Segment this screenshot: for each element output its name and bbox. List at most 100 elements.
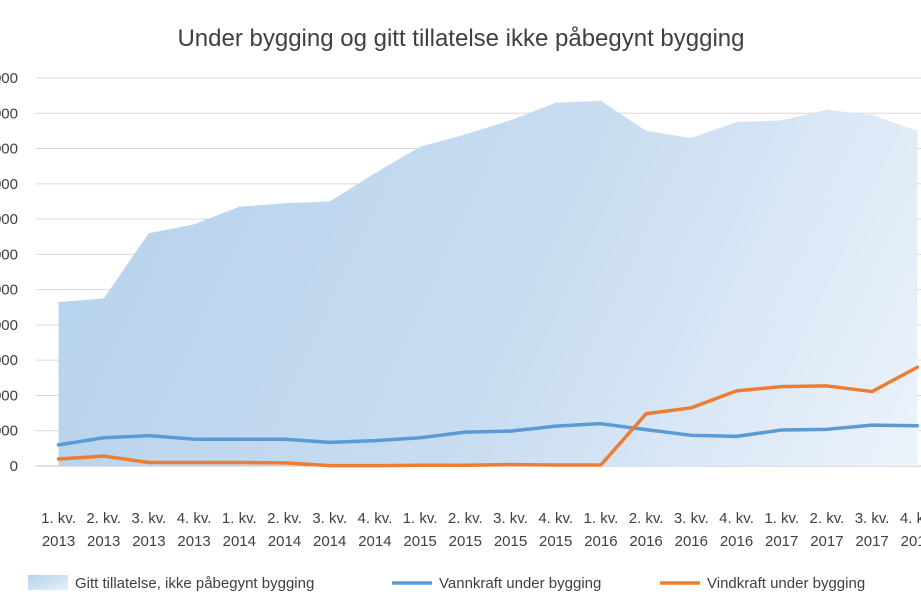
x-tick-label: 4. kv. 2015 bbox=[538, 510, 573, 550]
line-point bbox=[283, 437, 286, 441]
x-tick-year: 2015 bbox=[449, 533, 482, 550]
line-point bbox=[554, 424, 557, 428]
area-point bbox=[238, 206, 240, 208]
x-tick-year: 2014 bbox=[268, 533, 301, 550]
area-point bbox=[645, 130, 647, 132]
area-point bbox=[916, 130, 918, 132]
x-tick-quarter: 4. kv. bbox=[358, 510, 393, 527]
line-point bbox=[238, 461, 241, 464]
x-tick-year: 2017 bbox=[855, 533, 888, 550]
line-series-layer bbox=[56, 365, 920, 468]
y-tick-label: 000 bbox=[0, 70, 18, 87]
x-tick-label: 1. kv. 2014 bbox=[222, 510, 257, 550]
x-tick-quarter: 1. kv. bbox=[222, 510, 257, 527]
x-tick-year: 2014 bbox=[358, 533, 391, 550]
line-point bbox=[238, 437, 241, 441]
area-point bbox=[103, 297, 105, 299]
area-point bbox=[600, 100, 602, 102]
x-tick-label: 3. kv. 2014 bbox=[312, 510, 347, 550]
x-tick-quarter: 3. kv. bbox=[132, 510, 167, 527]
x-tick-label: 2. kv. 2013 bbox=[86, 510, 121, 550]
line-point bbox=[373, 439, 377, 442]
legend-item: Gitt tillatelse, ikke påbegynt bygging bbox=[28, 575, 314, 592]
legend-label: Vindkraft under bygging bbox=[707, 575, 865, 592]
line-point bbox=[644, 428, 648, 431]
y-tick-label: 000 bbox=[0, 282, 18, 299]
y-tick-label: 000 bbox=[0, 352, 18, 369]
y-tick-label: 000 bbox=[0, 141, 18, 158]
x-tick-label: 4. kv. 2013 bbox=[177, 510, 212, 550]
line-point bbox=[418, 436, 422, 439]
area-point bbox=[284, 202, 285, 204]
x-tick-quarter: 1. kv. bbox=[403, 510, 438, 527]
legend-label: Gitt tillatelse, ikke påbegynt bygging bbox=[75, 575, 314, 592]
x-tick-year: 2013 bbox=[87, 533, 120, 550]
line-point bbox=[916, 366, 919, 369]
area-series-layer bbox=[58, 100, 918, 466]
area-point bbox=[193, 223, 195, 225]
line-point bbox=[599, 463, 603, 467]
area-point bbox=[690, 137, 692, 139]
area-point bbox=[871, 114, 873, 116]
line-point bbox=[599, 422, 603, 425]
x-tick-quarter: 4. kv. bbox=[719, 510, 754, 527]
x-tick-label: 1. kv. 2013 bbox=[41, 510, 76, 550]
line-point bbox=[283, 461, 286, 465]
x-tick-label: 1. kv. 2015 bbox=[403, 510, 438, 550]
y-tick-label: 0 bbox=[10, 458, 18, 475]
x-tick-quarter: 4. kv. bbox=[177, 510, 212, 527]
y-tick-label: 000 bbox=[0, 317, 18, 334]
line-point bbox=[870, 423, 874, 427]
y-tick-label: 000 bbox=[0, 387, 18, 404]
line-point bbox=[147, 434, 151, 437]
chart-title: Under bygging og gitt tillatelse ikke på… bbox=[177, 25, 744, 52]
y-tick-label: 000 bbox=[0, 423, 18, 440]
area-point bbox=[736, 121, 737, 123]
x-tick-label: 2. kv. 2017 bbox=[810, 510, 845, 550]
x-tick-label: 4. kv. 2014 bbox=[358, 510, 393, 550]
line-point bbox=[192, 437, 196, 441]
x-tick-quarter: 2. kv. bbox=[448, 510, 483, 527]
area-point bbox=[419, 146, 421, 148]
x-tick-year: 2015 bbox=[403, 533, 436, 550]
x-tick-label: 1. kv. 2017 bbox=[764, 510, 799, 550]
x-tick-year: 2016 bbox=[629, 533, 662, 550]
x-tick-year: 2017 bbox=[901, 533, 921, 550]
x-tick-year: 2013 bbox=[177, 533, 210, 550]
x-tick-year: 2014 bbox=[223, 533, 256, 550]
area-point bbox=[329, 200, 331, 202]
x-axis-tick-labels: 1. kv. 2013 2. kv. 2013 3. kv. 2013 4. kv. 2013… bbox=[41, 510, 921, 550]
line-point bbox=[780, 428, 783, 432]
x-tick-label: 3. kv. 2015 bbox=[493, 510, 528, 550]
line-point bbox=[780, 385, 783, 388]
x-tick-label: 3. kv. 2013 bbox=[132, 510, 167, 550]
x-tick-year: 2017 bbox=[765, 533, 798, 550]
x-tick-year: 2014 bbox=[313, 533, 346, 550]
legend-swatch bbox=[28, 575, 68, 590]
area-point bbox=[826, 109, 828, 111]
y-axis-tick-labels: 0000000000000000000000000000000000 bbox=[0, 70, 18, 475]
x-tick-year: 2016 bbox=[675, 533, 708, 550]
area-point bbox=[464, 133, 466, 135]
x-tick-label: 4. kv. 2016 bbox=[719, 510, 754, 550]
y-tick-label: 000 bbox=[0, 176, 18, 193]
legend-label: Vannkraft under bygging bbox=[439, 575, 601, 592]
x-tick-label: 4. kv. 2017 bbox=[900, 510, 921, 550]
area-point bbox=[374, 172, 376, 174]
line-point bbox=[328, 464, 331, 467]
line-point bbox=[57, 443, 60, 447]
x-tick-year: 2015 bbox=[494, 533, 527, 550]
area-series-gitt-tillatelse bbox=[58, 100, 918, 466]
x-tick-quarter: 3. kv. bbox=[312, 510, 347, 527]
line-point bbox=[57, 457, 60, 461]
line-point bbox=[825, 384, 829, 388]
legend-item: Vannkraft under bygging bbox=[392, 575, 601, 592]
line-point bbox=[916, 424, 919, 427]
y-tick-label: 000 bbox=[0, 246, 18, 263]
y-tick-label: 000 bbox=[0, 105, 18, 122]
x-tick-quarter: 2. kv. bbox=[267, 510, 302, 527]
area-point bbox=[781, 119, 783, 121]
x-tick-year: 2016 bbox=[584, 533, 617, 550]
x-tick-label: 3. kv. 2017 bbox=[855, 510, 890, 550]
